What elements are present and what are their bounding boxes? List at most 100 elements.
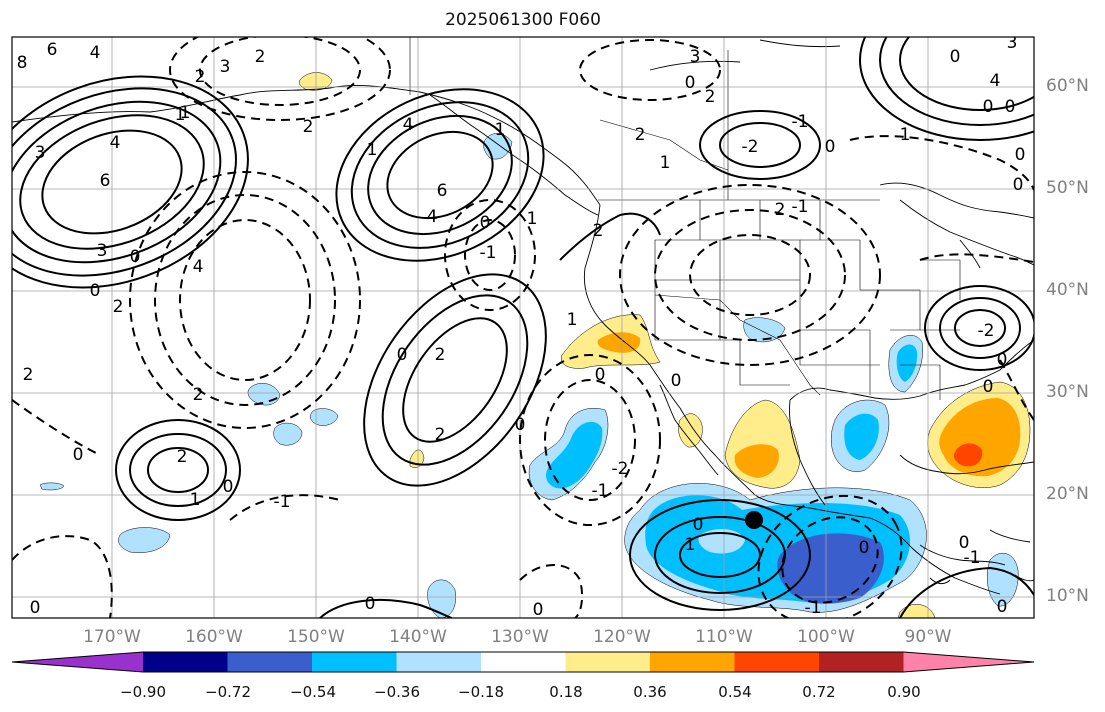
shaded-anomalies bbox=[39, 72, 1031, 618]
contour-label: 4 bbox=[990, 71, 1001, 91]
lat-label: 50°N bbox=[1046, 178, 1089, 198]
contour-label: 6 bbox=[437, 181, 448, 201]
lon-label: 110°W bbox=[695, 627, 753, 647]
lon-label: 90°W bbox=[904, 627, 952, 647]
contour-label: 1 bbox=[567, 310, 578, 330]
lon-label: 130°W bbox=[491, 627, 549, 647]
colorbar-tick-label: −0.36 bbox=[374, 683, 420, 701]
negative-anomaly-region bbox=[896, 344, 918, 382]
lon-label: 120°W bbox=[593, 627, 651, 647]
negative-anomaly-region bbox=[844, 413, 879, 460]
contour-label: 0 bbox=[73, 445, 84, 465]
contour-label: 2 bbox=[303, 117, 314, 137]
contour-label: 1 bbox=[367, 140, 378, 160]
contour-label: 0 bbox=[671, 371, 682, 391]
contour-label: 0 bbox=[223, 477, 234, 497]
negative-anomaly-region bbox=[546, 421, 603, 489]
contour-label: 1 bbox=[180, 103, 191, 123]
contour-label: 0 bbox=[950, 47, 961, 67]
contour-label: 2 bbox=[255, 47, 266, 67]
lon-label: 160°W bbox=[185, 627, 243, 647]
positive-anomaly-region bbox=[678, 413, 703, 448]
contour-label: 0 bbox=[959, 533, 970, 553]
contour-label: 2 bbox=[635, 125, 646, 145]
contour-label: 0 bbox=[983, 377, 994, 397]
contour-label: 0 bbox=[515, 415, 526, 435]
colorbar-tick-label: −0.54 bbox=[290, 683, 336, 701]
contour-label: 1 bbox=[190, 490, 201, 510]
colorbar-tick-label: 0.18 bbox=[549, 683, 583, 701]
contour-label: 6 bbox=[47, 40, 58, 60]
contour-label: -1 bbox=[792, 112, 809, 132]
map-plot-area: 8 6 4 4 3 3 2 2 1 6 4 3 6 0 0 2 1 -1 1 2… bbox=[12, 33, 1034, 620]
contour-label: 0 bbox=[397, 345, 408, 365]
contour-label: 0 bbox=[30, 598, 41, 618]
contour-label: 0 bbox=[1005, 97, 1016, 117]
contour-label: 3 bbox=[1007, 33, 1018, 53]
moderate-positive-anomaly-region bbox=[597, 332, 641, 353]
colorbar-bin bbox=[227, 652, 313, 672]
contour-label: 4 bbox=[193, 257, 204, 277]
contour-label: -1 bbox=[805, 598, 822, 618]
colorbar-tick-label: −0.18 bbox=[458, 683, 504, 701]
contour-label: 0 bbox=[365, 594, 376, 614]
negative-contours bbox=[12, 37, 1034, 618]
contour-label: 0 bbox=[983, 97, 994, 117]
contour-label: 2 bbox=[23, 365, 34, 385]
contour-label: 4 bbox=[90, 43, 101, 63]
contour-label: -1 bbox=[274, 492, 291, 512]
contour-label: 0 bbox=[997, 350, 1008, 370]
positive-contours bbox=[12, 37, 1034, 618]
contour-label: 1 bbox=[175, 105, 186, 125]
contour-label: 0 bbox=[90, 281, 101, 301]
lat-label: 60°N bbox=[1046, 76, 1089, 96]
contour-label: 3 bbox=[97, 241, 108, 261]
colorbar-outline bbox=[11, 651, 1035, 673]
contour-label: 4 bbox=[403, 115, 414, 135]
lon-label: 140°W bbox=[389, 627, 447, 647]
strong-negative-anomaly-region bbox=[777, 533, 884, 604]
contour-label: 0 bbox=[1013, 175, 1024, 195]
contour-label: -2 bbox=[742, 137, 759, 157]
negative-anomaly-region bbox=[743, 317, 786, 343]
strong-positive-anomaly-region bbox=[954, 443, 983, 467]
colorbar-bin bbox=[481, 652, 566, 672]
colorbar-bin bbox=[650, 652, 735, 672]
colorbar-tick-label: 0.36 bbox=[633, 683, 667, 701]
colorbar-bin bbox=[312, 652, 397, 672]
contour-label: 2 bbox=[113, 297, 124, 317]
lat-label: 10°N bbox=[1046, 586, 1089, 606]
contour-label: 8 bbox=[17, 53, 28, 73]
negative-anomaly-region bbox=[118, 527, 171, 553]
contour-label: 2 bbox=[193, 385, 204, 405]
contour-label: 3 bbox=[35, 143, 46, 163]
contour-label: 0 bbox=[693, 515, 704, 535]
map-frame bbox=[11, 36, 1035, 619]
colorbar-extend-max bbox=[903, 652, 1034, 672]
lon-label: 100°W bbox=[797, 627, 855, 647]
contour-label: 2 bbox=[435, 345, 446, 365]
colorbar bbox=[11, 651, 1035, 673]
colorbar-bin bbox=[396, 652, 482, 672]
contour-label: 6 bbox=[100, 171, 111, 191]
colorbar-tick-label: 0.54 bbox=[718, 683, 752, 701]
contour-label: 3 bbox=[690, 47, 701, 67]
contour-label: 1 bbox=[527, 209, 538, 229]
colorbar-tick-label: −0.90 bbox=[120, 683, 166, 701]
contour-label: 0 bbox=[685, 73, 696, 93]
lon-label: 150°W bbox=[287, 627, 345, 647]
contour-label: 2 bbox=[593, 221, 604, 241]
lat-label: 20°N bbox=[1046, 484, 1089, 504]
lon-label: 170°W bbox=[83, 627, 141, 647]
location-marker bbox=[745, 511, 763, 529]
colorbar-bin bbox=[143, 652, 228, 672]
contour-label: 0 bbox=[595, 365, 606, 385]
colorbar-bin bbox=[565, 652, 651, 672]
colorbar-tick-label: 0.72 bbox=[802, 683, 836, 701]
colorbar-tick-label: −0.72 bbox=[205, 683, 251, 701]
contour-label: 4 bbox=[427, 207, 438, 227]
graticule bbox=[12, 37, 1034, 618]
contour-label: -1 bbox=[964, 548, 981, 568]
contour-label: 0 bbox=[533, 600, 544, 620]
